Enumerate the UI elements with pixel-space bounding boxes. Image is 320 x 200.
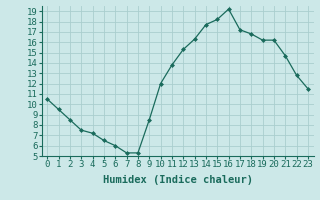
X-axis label: Humidex (Indice chaleur): Humidex (Indice chaleur) [103, 175, 252, 185]
